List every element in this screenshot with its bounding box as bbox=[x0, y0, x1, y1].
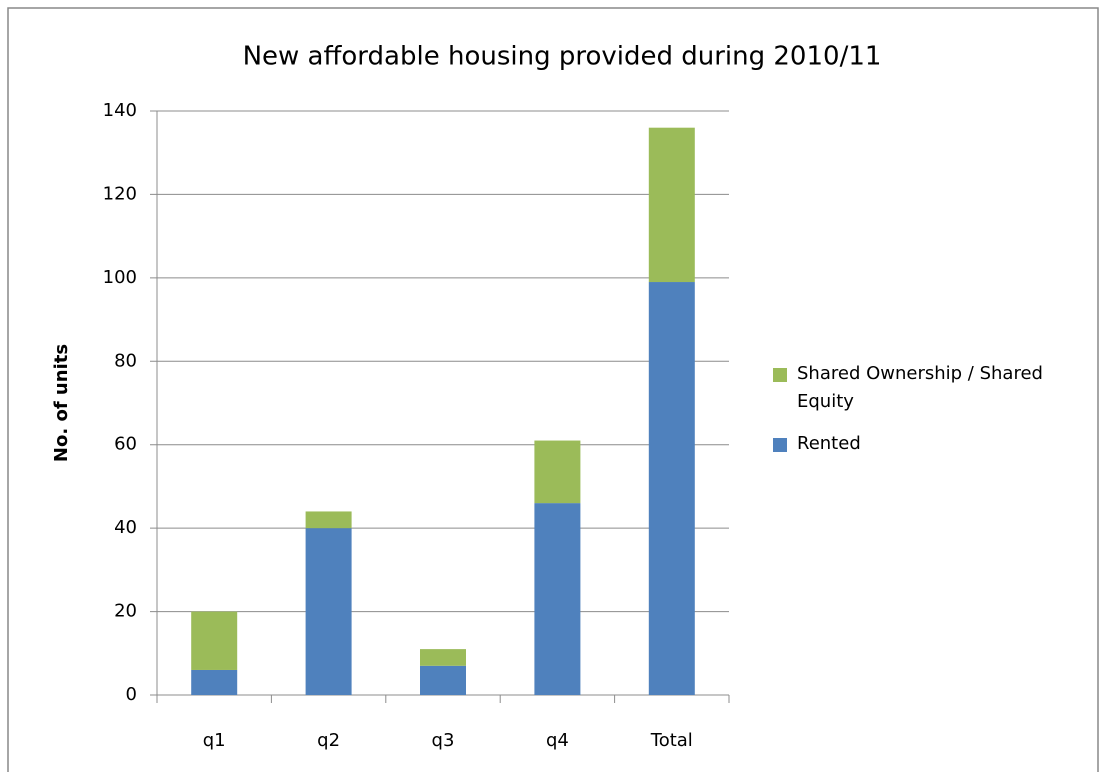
y-tick-label: 0 bbox=[126, 684, 137, 705]
y-tick-label: 60 bbox=[114, 434, 137, 455]
y-tick-label: 40 bbox=[114, 517, 137, 538]
bar-segment bbox=[534, 503, 581, 695]
y-tick-label: 100 bbox=[103, 267, 137, 288]
x-tick-label: Total bbox=[650, 730, 693, 751]
bar-segment bbox=[534, 440, 581, 504]
legend-swatch bbox=[773, 368, 787, 382]
y-tick-label: 80 bbox=[114, 350, 137, 371]
legend-swatch bbox=[773, 438, 787, 452]
bar-segment bbox=[648, 282, 695, 695]
y-tick-label: 20 bbox=[114, 601, 137, 622]
x-tick-label: q3 bbox=[432, 730, 455, 751]
frame bbox=[7, 7, 1099, 772]
x-tick-label: q4 bbox=[546, 730, 569, 751]
legend: Shared Ownership / Shared Equity Rented bbox=[773, 360, 1093, 472]
legend-label: Rented bbox=[797, 433, 861, 454]
bar-segment bbox=[191, 669, 238, 695]
bar-segment bbox=[648, 127, 695, 283]
legend-label: Shared Ownership / Shared Equity bbox=[797, 363, 1043, 412]
x-tick-label: q1 bbox=[203, 730, 226, 751]
legend-entry: Shared Ownership / Shared Equity bbox=[773, 360, 1093, 416]
y-tick-label: 140 bbox=[103, 100, 137, 121]
chart-title: New affordable housing provided during 2… bbox=[243, 42, 882, 72]
bar-segment bbox=[305, 528, 352, 695]
bar-segment bbox=[420, 665, 466, 695]
y-axis-label: No. of units bbox=[51, 344, 72, 462]
y-tick-label: 120 bbox=[103, 183, 137, 204]
bar-segment bbox=[420, 649, 466, 666]
bar-segment bbox=[191, 611, 238, 670]
legend-entry: Rented bbox=[773, 430, 1093, 458]
x-tick-label: q2 bbox=[317, 730, 340, 751]
bar-segment bbox=[305, 511, 352, 529]
